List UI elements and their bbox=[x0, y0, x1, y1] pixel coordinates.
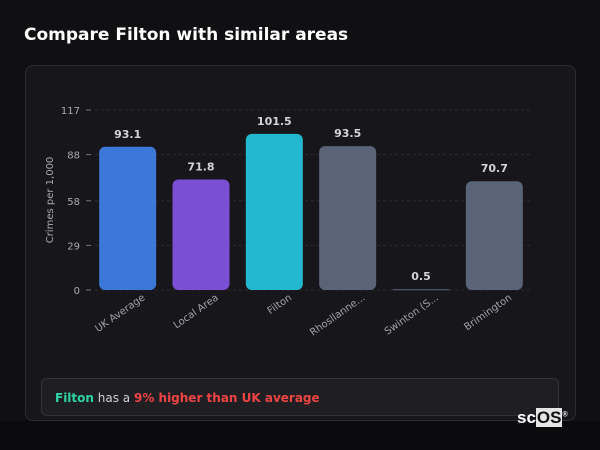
x-tick-label: Rhosllanne... bbox=[308, 292, 367, 338]
bar bbox=[172, 179, 230, 290]
summary-middle: has a bbox=[93, 391, 134, 405]
data-label: 93.5 bbox=[334, 127, 361, 140]
x-tick-label: Swinton (S... bbox=[383, 292, 441, 337]
comparison-summary: Filton has a 9% higher than UK average bbox=[41, 378, 559, 416]
y-axis-label: Crimes per 1,000 bbox=[45, 157, 56, 244]
logo-mark: ® bbox=[562, 411, 568, 419]
data-label: 0.5 bbox=[411, 270, 431, 283]
x-tick-label: Brimington bbox=[462, 292, 514, 333]
scos-logo: scOS® bbox=[517, 408, 568, 428]
page-title: Compare Filton with similar areas bbox=[24, 25, 349, 45]
bar bbox=[245, 133, 303, 290]
y-tick-label: 58 bbox=[67, 197, 80, 208]
bar bbox=[465, 181, 523, 290]
logo-text: sc bbox=[517, 408, 536, 427]
y-tick-label: 117 bbox=[61, 106, 80, 117]
bar bbox=[392, 289, 450, 291]
logo-text-os: OS bbox=[535, 408, 563, 427]
x-tick-label: Local Area bbox=[172, 292, 221, 331]
summary-place: Filton bbox=[55, 391, 94, 405]
bar bbox=[99, 146, 157, 290]
summary-difference: 9% higher than UK average bbox=[133, 391, 320, 405]
data-label: 71.8 bbox=[187, 161, 214, 174]
x-tick-label: Filton bbox=[266, 292, 294, 316]
data-label: 93.1 bbox=[114, 128, 141, 141]
bottom-bar bbox=[0, 421, 600, 450]
data-label: 70.7 bbox=[481, 162, 508, 175]
y-tick-label: 29 bbox=[67, 241, 80, 252]
y-tick-label: 88 bbox=[67, 151, 80, 162]
bar bbox=[319, 146, 377, 290]
x-tick-label: UK Average bbox=[93, 292, 147, 334]
y-tick-label: 0 bbox=[74, 286, 80, 297]
data-label: 101.5 bbox=[257, 115, 292, 128]
